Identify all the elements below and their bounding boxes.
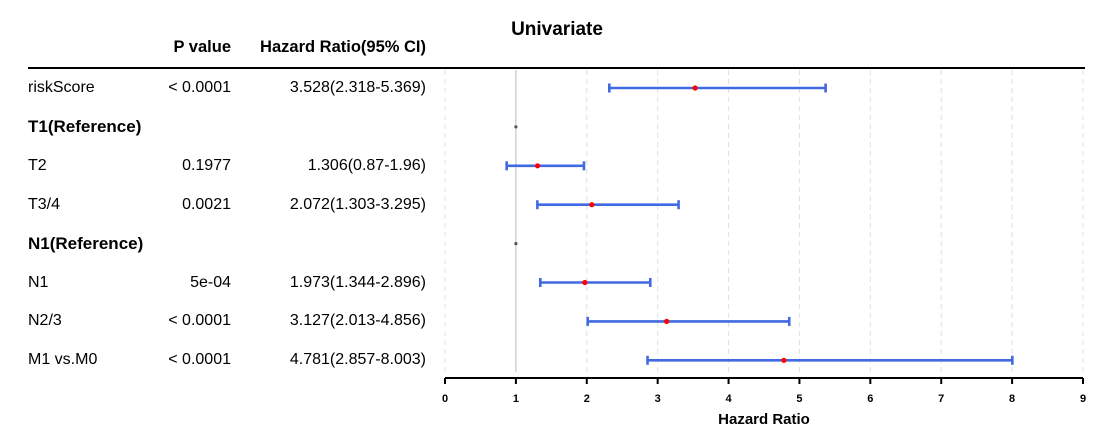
x-tick-label: 7 <box>938 393 944 405</box>
x-tick-label: 6 <box>867 393 873 405</box>
x-tick-label: 2 <box>584 393 590 405</box>
row-hazard-ratio: 3.127(2.013-4.856) <box>289 312 426 330</box>
x-axis-label: Hazard Ratio <box>718 411 810 428</box>
x-tick-label: 4 <box>725 393 732 405</box>
row-label: riskScore <box>28 79 95 96</box>
row-p-value: 0.0021 <box>182 195 231 213</box>
row-hazard-ratio: 2.072(1.303-3.295) <box>289 195 426 213</box>
x-tick-label: 0 <box>442 393 448 405</box>
row-hazard-ratio: 3.528(2.318-5.369) <box>289 79 426 96</box>
row-label: T3/4 <box>28 195 61 213</box>
x-tick-label: 3 <box>655 393 661 405</box>
row-hazard-ratio: 4.781(2.857-8.003) <box>289 351 426 369</box>
x-tick-label: 8 <box>1009 393 1015 405</box>
hazard-ratio-point <box>589 202 595 208</box>
hazard-ratio-point <box>534 163 541 169</box>
row-label: N2/3 <box>28 312 62 330</box>
x-tick-label: 1 <box>513 393 519 405</box>
x-tick-label: 5 <box>796 393 802 405</box>
row-label: M1 vs.M0 <box>28 351 98 369</box>
row-p-value: < 0.0001 <box>168 79 231 96</box>
row-p-value: 5e-04 <box>190 273 231 291</box>
p-value-column-header: P value <box>173 38 231 56</box>
row-hazard-ratio: 1.973(1.344-2.896) <box>289 273 426 291</box>
hazard-ratio-point <box>582 279 588 286</box>
x-tick-label: 9 <box>1080 393 1086 405</box>
row-p-value: 0.1977 <box>182 156 231 174</box>
reference-point <box>514 242 518 246</box>
hazard-ratio-column-header: Hazard Ratio(95% CI) <box>260 38 426 56</box>
row-hazard-ratio: 1.306(0.87-1.96) <box>307 156 426 174</box>
hazard-ratio-point <box>781 357 787 363</box>
row-label: T1(Reference) <box>28 116 142 136</box>
hazard-ratio-point <box>664 318 670 324</box>
row-label: T2 <box>28 156 47 174</box>
hazard-ratio-point <box>692 85 698 91</box>
row-p-value: < 0.0001 <box>168 351 231 369</box>
header-rule <box>28 67 1085 69</box>
row-label: N1(Reference) <box>28 233 144 253</box>
row-p-value: < 0.0001 <box>168 312 231 330</box>
row-label: N1 <box>28 273 49 291</box>
reference-point <box>514 125 518 129</box>
chart-title: Univariate <box>511 19 603 40</box>
